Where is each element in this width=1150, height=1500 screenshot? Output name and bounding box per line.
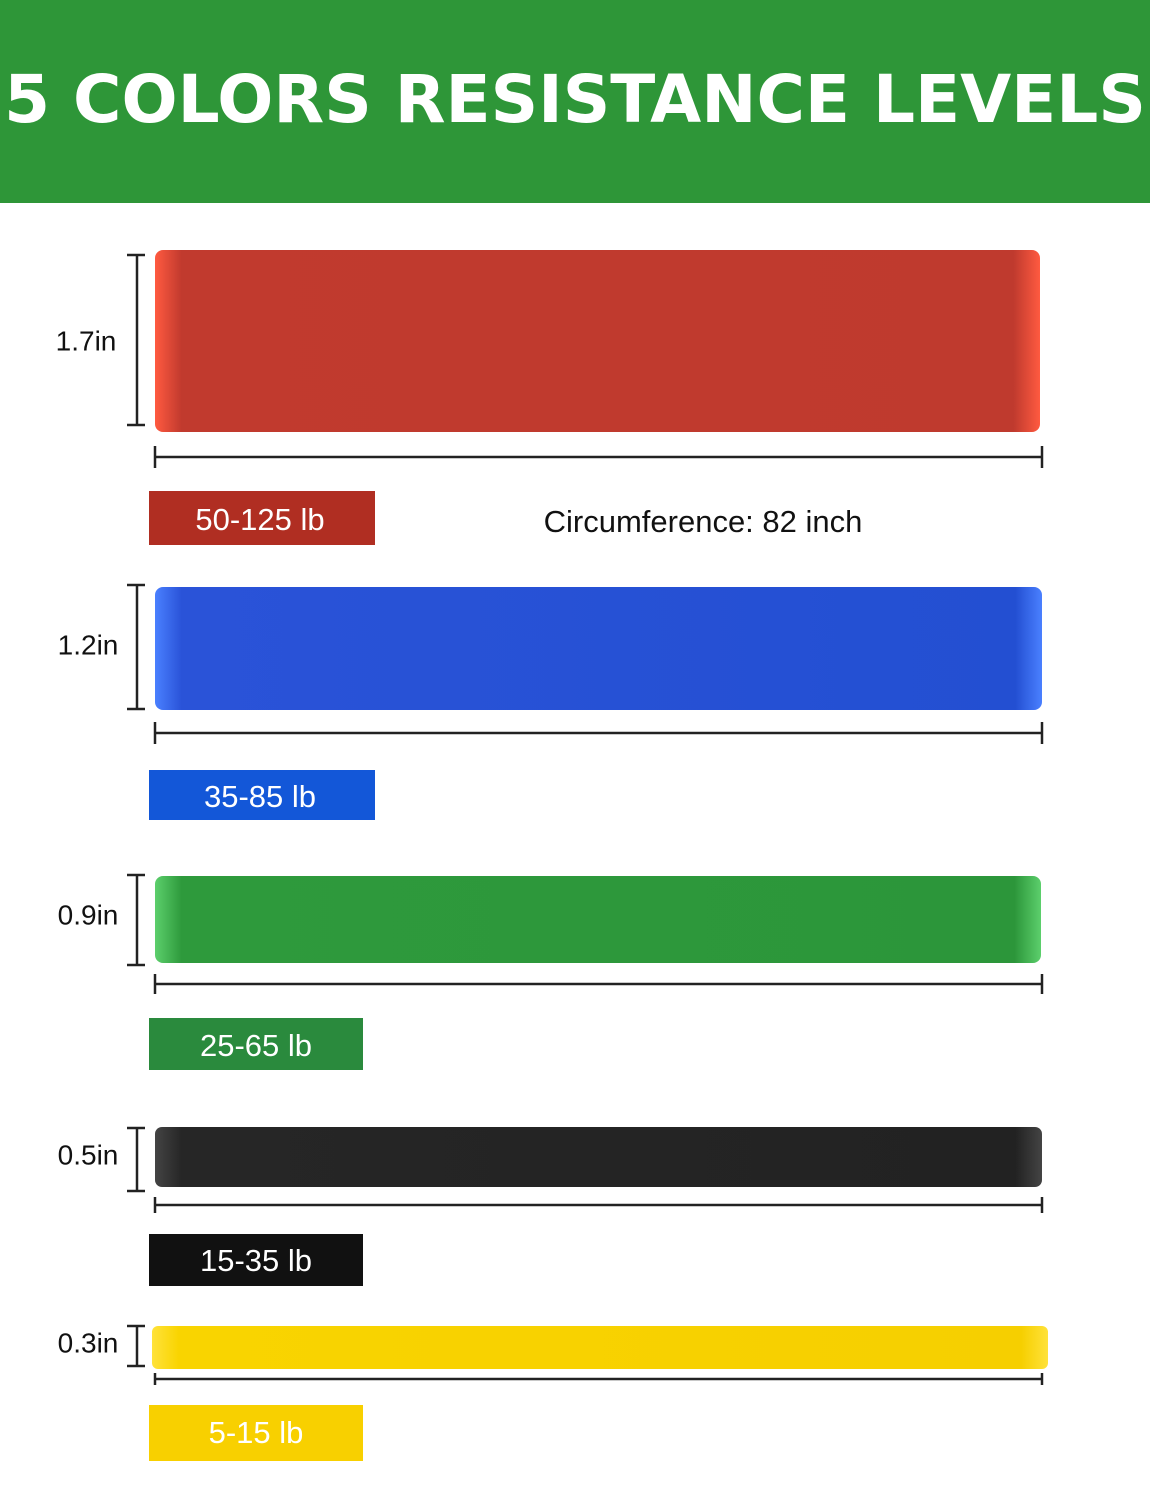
resistance-box [149,491,375,545]
resistance-label: 25-65 lb [200,1028,312,1063]
band [155,1127,1042,1187]
resistance-label: 15-35 lb [200,1243,312,1278]
resistance-label: 35-85 lb [204,779,316,814]
circumference: Circumference: 82 inch [544,504,863,539]
band-width: 0.9in [58,899,119,930]
header-bar [0,0,1150,203]
length-line [153,1197,1044,1213]
width-bracket [127,253,145,427]
resistance-box [149,1234,363,1286]
band [155,587,1042,710]
header-title: 5 COLORS RESISTANCE LEVELS [4,61,1146,138]
band-width: 1.2in [58,629,119,660]
width-bracket [127,583,145,711]
band [155,250,1040,432]
length-line [153,722,1044,744]
band [152,1326,1048,1369]
length-line [153,1373,1044,1385]
width-bracket [127,1324,145,1368]
resistance-box [149,1018,363,1070]
band-width: 0.5in [58,1139,119,1170]
resistance-label: 50-125 lb [195,502,324,537]
resistance-box [149,770,375,820]
width-bracket [127,1126,145,1193]
length-line [153,974,1044,994]
length-line [153,446,1044,468]
band-width: 1.7in [56,325,117,356]
band-width: 0.3in [58,1327,119,1358]
resistance-label: 5-15 lb [209,1415,304,1450]
resistance-box [149,1405,363,1461]
width-bracket [127,873,145,967]
band [155,876,1041,963]
